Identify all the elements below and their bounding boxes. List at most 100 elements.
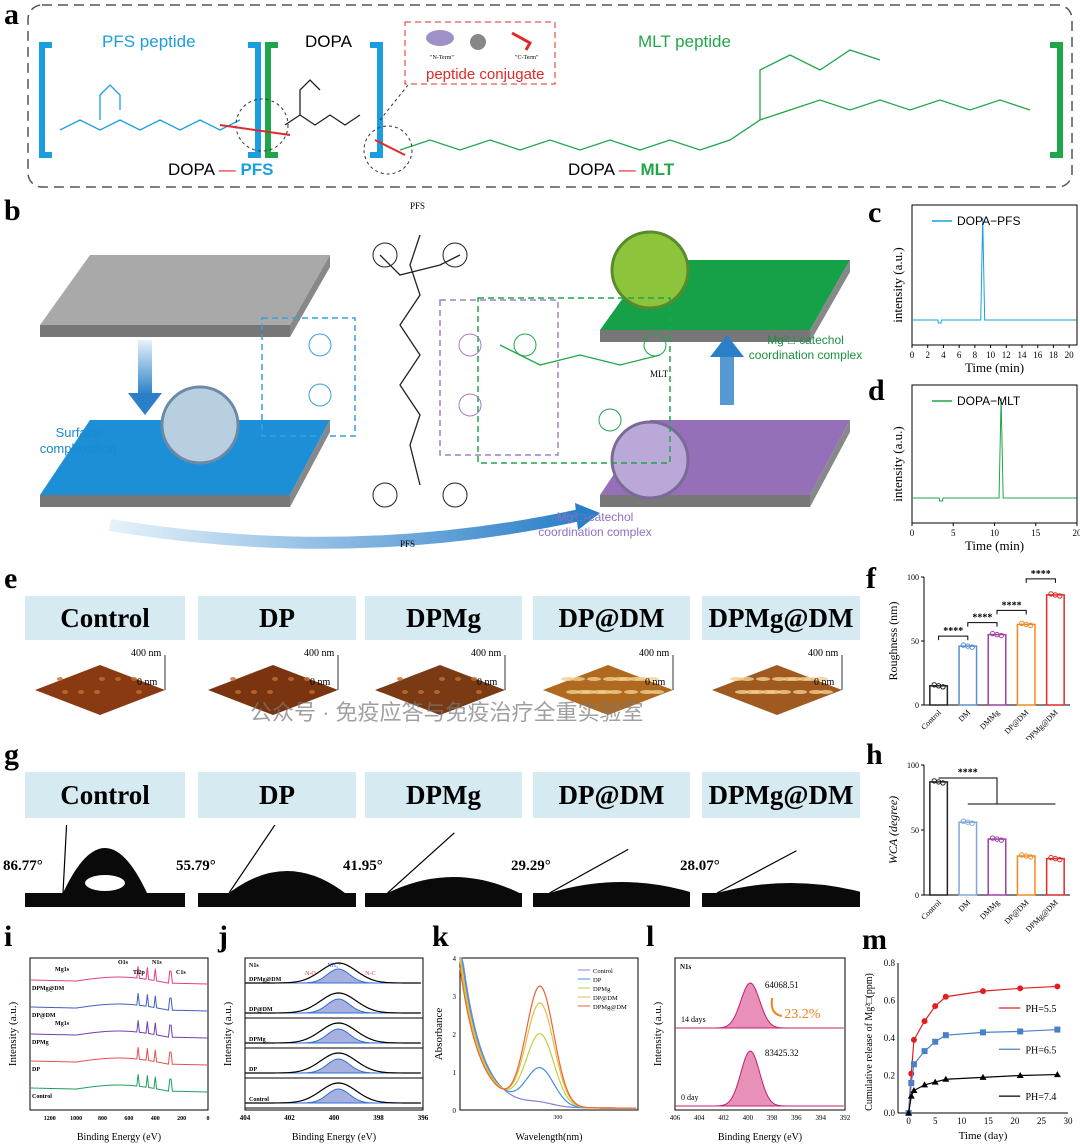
y-axis-title: WCA (degree) xyxy=(886,796,900,864)
pfs-bottom-label: PFS xyxy=(400,539,415,549)
peak-annotation: O1s xyxy=(118,960,129,966)
x-tick-label: 30 xyxy=(1064,1116,1074,1126)
data-point xyxy=(940,780,946,786)
x-tick-label: 400 xyxy=(329,1114,340,1122)
pfs-text: PFS xyxy=(240,160,274,179)
no-label: N-O xyxy=(305,971,316,977)
series-label: DP xyxy=(32,1067,40,1073)
x-tick-label: 6 xyxy=(957,350,962,360)
green-complex-label: Mg²□-catechol coordination complex xyxy=(748,333,863,362)
series-label: DP@DM xyxy=(32,1013,56,1019)
y-tick-label: 0.2 xyxy=(884,1071,895,1081)
contact-angle-value: 41.95° xyxy=(343,858,383,874)
data-point xyxy=(1054,983,1061,990)
data-point xyxy=(969,644,975,650)
series-label: 0 day xyxy=(681,1093,699,1102)
x-axis-title: Time (day) xyxy=(959,1130,1008,1142)
substrate xyxy=(702,893,860,907)
afm-feature xyxy=(603,677,617,681)
afm-feature xyxy=(566,690,580,694)
n1s-label: N1s xyxy=(680,963,692,971)
afm-feature xyxy=(418,690,424,694)
envelope-curve xyxy=(245,1082,421,1104)
legend-label: DPMg@DM xyxy=(593,1004,627,1011)
decrease-label: 23.2% xyxy=(784,1007,821,1022)
plot-frame xyxy=(459,957,639,1111)
tangent-line xyxy=(716,850,797,894)
dopa-text: DOPA xyxy=(168,160,214,179)
peak-value: 64068.51 xyxy=(765,980,799,990)
x-tick-label: 20 xyxy=(1073,528,1080,538)
peak-annotation: Ti2p xyxy=(133,970,146,976)
envelope-curve xyxy=(245,962,421,984)
x-axis-title: Binding Energy (eV) xyxy=(292,1132,376,1143)
x-tick-label: 398 xyxy=(767,1114,778,1122)
droplet xyxy=(717,883,860,893)
data-point xyxy=(1017,1028,1024,1035)
afm-feature xyxy=(740,677,754,681)
droplet-image xyxy=(533,848,690,907)
bar-DMMg xyxy=(987,838,1007,896)
y-tick-label: 2 xyxy=(453,1031,457,1039)
afm-feature xyxy=(115,677,121,681)
droplet-image xyxy=(702,850,860,907)
y-axis-title: Roughness (nm) xyxy=(886,602,900,681)
absorbance-DPMg xyxy=(459,957,637,1109)
afm-surface xyxy=(35,665,165,715)
panel-label-l: l xyxy=(646,920,655,953)
legend-label: DOPA−MLT xyxy=(957,394,1021,408)
mlt-peptide-text: MLT peptide xyxy=(638,32,731,51)
data-point xyxy=(908,1080,915,1086)
y-axis-title: Intensity (a.u.) xyxy=(652,1001,664,1066)
bar-DMMg xyxy=(987,633,1007,706)
afm-feature xyxy=(608,690,622,694)
data-point xyxy=(1057,593,1063,599)
afm-label-1: DP xyxy=(198,596,356,640)
panel-label-f: f xyxy=(866,562,876,595)
panel-label-i: i xyxy=(4,920,13,953)
afm-3d-image: 400 nm 0 nm xyxy=(35,648,166,715)
afm-feature xyxy=(798,677,812,681)
afm-feature xyxy=(730,677,744,681)
peak-value: 83425.32 xyxy=(765,1048,799,1058)
afm-scale-bottom: 0 nm xyxy=(310,677,331,688)
data-point xyxy=(1027,854,1034,860)
significance-stars: **** xyxy=(958,767,978,778)
afm-scale-top: 400 nm xyxy=(471,648,502,659)
chart-d-hplc-dopa-mlt: 0 5 10 15 20 DOPA−MLT Time (min) intensity (a.u… xyxy=(890,384,1080,553)
envelope-curve xyxy=(245,1022,421,1044)
bar-DPMg@DM xyxy=(1045,594,1065,706)
afm-feature xyxy=(613,677,627,681)
nc-label: N-C xyxy=(365,971,375,977)
nh2-label: NH₂⁺ xyxy=(327,962,341,969)
afm-feature xyxy=(62,690,68,694)
afm-feature xyxy=(645,677,659,681)
x-tick-label: 10 xyxy=(990,528,1000,538)
significance-bracket xyxy=(1025,578,1056,583)
x-tick-label: 18 xyxy=(1049,350,1059,360)
purple-complex-label: Mg²□-catechol coordination complex xyxy=(538,510,652,539)
y-tick-label: 50 xyxy=(911,826,919,835)
afm-feature xyxy=(455,677,461,681)
tangent-line xyxy=(549,848,629,894)
data-point xyxy=(921,1081,929,1088)
x-axis-title: Wavelength(nm) xyxy=(516,1132,583,1143)
x-tick-label: 394 xyxy=(815,1114,826,1122)
afm-feature xyxy=(745,690,759,694)
y-tick-label: 3 xyxy=(453,993,457,1001)
data-point xyxy=(910,1036,917,1043)
x-tick-label: DMMg xyxy=(978,898,1001,921)
legend-label: Control xyxy=(593,968,613,975)
contact-angle-value: 55.79° xyxy=(176,858,216,874)
afm-feature xyxy=(571,677,585,681)
afm-feature xyxy=(304,677,310,681)
chart-i-xps-survey: 1200 1000 800 600 400 200 0 DPMg@DM DP@DM DPMg DP C… xyxy=(7,957,210,1143)
chromatogram-line xyxy=(912,217,1077,324)
mlt-text: MLT xyxy=(640,160,675,179)
panel-label-g: g xyxy=(4,738,19,771)
series-label: Control xyxy=(249,1097,269,1103)
y-tick-label: 0.8 xyxy=(884,958,896,968)
afm-label-2: DPMg xyxy=(365,596,522,640)
x-axis-title: Time (min) xyxy=(965,360,1024,375)
substrate xyxy=(25,893,185,907)
